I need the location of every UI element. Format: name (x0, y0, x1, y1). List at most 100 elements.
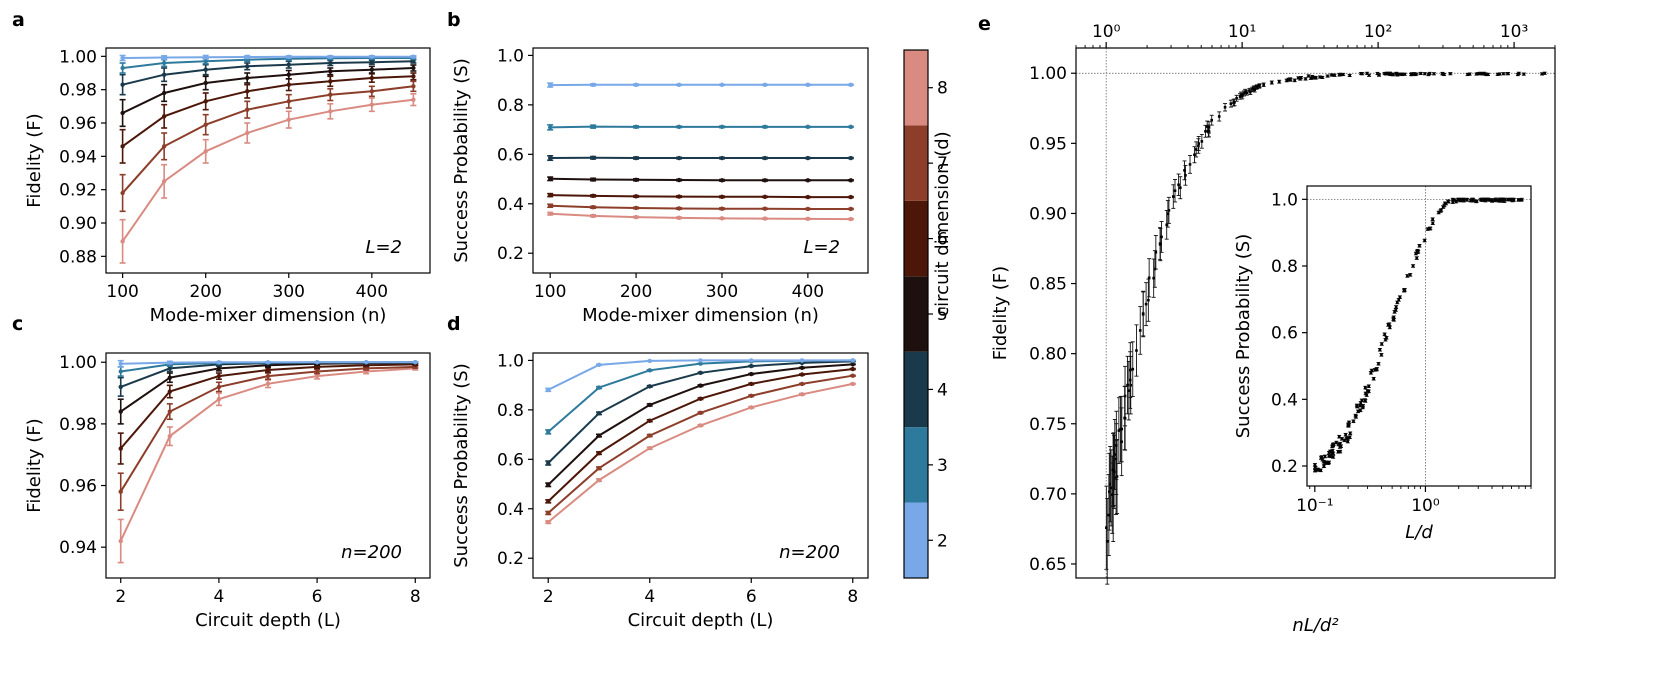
colorbar-frame (903, 49, 929, 579)
series-line (121, 98, 414, 242)
data-point (805, 178, 811, 183)
colorbar-label: circuit dimension (d) (932, 131, 953, 316)
series-d6 (547, 192, 854, 200)
y-tick-label: 0.94 (59, 538, 97, 558)
y-tick-label: 1.00 (59, 353, 97, 373)
data-point (676, 82, 682, 88)
y-tick-label: 0.85 (1029, 275, 1067, 295)
panel-b-success-vs-n: b 100 200 300 400 0.2 0.4 0.6 0.8 1.0 Mode-mixer d… (447, 9, 869, 326)
data-point (118, 538, 123, 544)
data-point (1338, 442, 1342, 446)
data-point (647, 418, 652, 423)
data-point (286, 99, 291, 104)
data-point (1346, 440, 1350, 443)
data-point (161, 90, 167, 96)
data-point (1498, 72, 1502, 76)
data-point (1522, 72, 1526, 76)
data-point (1110, 493, 1114, 497)
series-d7 (547, 203, 854, 212)
data-point (314, 364, 320, 370)
data-point (1439, 208, 1443, 212)
y-tick-label: 0.80 (1029, 345, 1067, 365)
data-point (546, 460, 551, 466)
data-point (1416, 249, 1419, 253)
series-line (547, 368, 853, 503)
data-point (1367, 73, 1371, 77)
data-point (1285, 79, 1289, 82)
data-point (1475, 199, 1478, 203)
data-point (369, 89, 375, 94)
data-point (647, 433, 652, 438)
y-axis-label: Fidelity (F) (24, 418, 45, 512)
data-point (1506, 72, 1510, 75)
series-d2 (545, 358, 856, 393)
data-point (1165, 223, 1169, 227)
data-point (286, 82, 291, 87)
data-point (167, 409, 173, 414)
data-point (1184, 174, 1187, 177)
y-tick-label: 0.96 (59, 114, 97, 134)
data-point (1418, 244, 1421, 248)
data-point (161, 55, 167, 60)
series-d8 (545, 381, 856, 525)
data-point (411, 65, 416, 71)
x-axis-label: nL/d² (1292, 615, 1338, 636)
data-point (762, 206, 768, 211)
data-point (1479, 72, 1482, 75)
data-point (1242, 92, 1246, 95)
y-tick-label: 0.90 (1029, 204, 1067, 224)
data-point (1154, 250, 1158, 254)
data-point (633, 155, 639, 161)
data-point (1394, 308, 1398, 312)
panel-annotation: L=2 (803, 237, 840, 258)
plot-frame (1075, 47, 1556, 579)
x-tick-label: 2 (115, 587, 126, 607)
data-point (848, 216, 854, 222)
data-point (749, 358, 754, 363)
data-point (118, 369, 123, 374)
data-point (1319, 469, 1323, 472)
x-tick-label: 8 (847, 587, 858, 607)
data-point (1486, 198, 1490, 201)
data-point (1341, 73, 1345, 76)
data-point (161, 114, 167, 119)
y-tick-label: 0.70 (1029, 485, 1067, 505)
data-point (1255, 85, 1259, 89)
data-point (1348, 435, 1352, 439)
data-point (1367, 390, 1371, 393)
data-point (1347, 421, 1351, 424)
data-point (596, 450, 602, 456)
data-point (547, 211, 553, 216)
data-point (850, 373, 855, 378)
data-point (1451, 200, 1455, 204)
data-point (286, 72, 291, 77)
x-axis-label: Circuit depth (L) (628, 610, 774, 631)
data-point (1396, 301, 1399, 304)
data-point (1207, 129, 1210, 133)
data-point (167, 375, 173, 380)
data-point (1454, 200, 1458, 203)
data-point (1490, 199, 1494, 203)
data-point (762, 194, 768, 200)
data-point (1337, 435, 1341, 439)
data-point (698, 423, 703, 428)
series-line (121, 85, 414, 194)
data-point (118, 409, 123, 414)
data-point (120, 190, 125, 196)
series-line (122, 60, 414, 86)
data-point (633, 205, 639, 211)
data-point (1313, 465, 1317, 469)
data-point (216, 373, 222, 379)
data-point (1378, 348, 1382, 352)
data-point (1248, 89, 1251, 92)
series-d4 (119, 58, 417, 96)
data-point (596, 362, 602, 368)
data-point (1437, 211, 1440, 214)
data-point (805, 155, 811, 161)
data-point (120, 82, 125, 87)
data-point (1258, 84, 1261, 87)
data-point (328, 69, 333, 74)
data-point (1509, 198, 1512, 201)
data-point (1428, 227, 1432, 230)
colorbar: 2 3 4 5 6 7 8 circuit dimension (d) (903, 49, 953, 579)
